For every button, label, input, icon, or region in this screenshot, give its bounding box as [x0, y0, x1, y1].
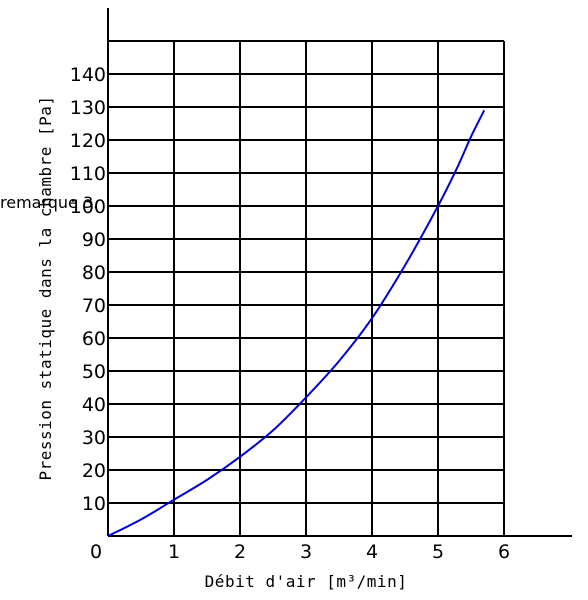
y-tick-label: 70	[82, 295, 106, 317]
y-tick-label: 90	[82, 229, 106, 251]
y-tick-label: 60	[82, 328, 106, 350]
x-tick-labels: 0 1 2 3 4 5 6	[90, 541, 510, 563]
y-tick-label: 100	[70, 196, 106, 218]
x-tick-label: 2	[234, 541, 246, 563]
x-tick-label: 6	[498, 541, 510, 563]
x-tick-label: 1	[168, 541, 180, 563]
curve-layer	[107, 109, 486, 537]
grid	[108, 40, 505, 536]
y-tick-label: 10	[82, 493, 106, 515]
annotation-remark: remarque 3.	[0, 193, 98, 212]
y-tick-label: 110	[70, 163, 106, 185]
y-tick-label: 130	[70, 97, 106, 119]
x-tick-label: 3	[300, 541, 312, 563]
y-tick-label: 40	[82, 394, 106, 416]
y-tick-label: 30	[82, 427, 106, 449]
series-line-0	[107, 109, 486, 537]
y-tick-label: 140	[70, 64, 106, 86]
y-tick-label: 120	[70, 130, 106, 152]
y-tick-label: 20	[82, 460, 106, 482]
x-tick-label: 0	[90, 541, 102, 563]
y-tick-label: 50	[82, 361, 106, 383]
y-tick-labels: 10 20 30 40 50 60 70 80 90 100 110 120 130 140	[70, 64, 106, 515]
x-axis-label: Débit d'air [m³/min]	[205, 572, 408, 591]
y-tick-label: 80	[82, 262, 106, 284]
x-tick-label: 4	[366, 541, 378, 563]
x-tick-label: 5	[432, 541, 444, 563]
axes	[107, 8, 572, 537]
y-axis-label: Pression statique dans la chambre [Pa]	[36, 95, 55, 480]
